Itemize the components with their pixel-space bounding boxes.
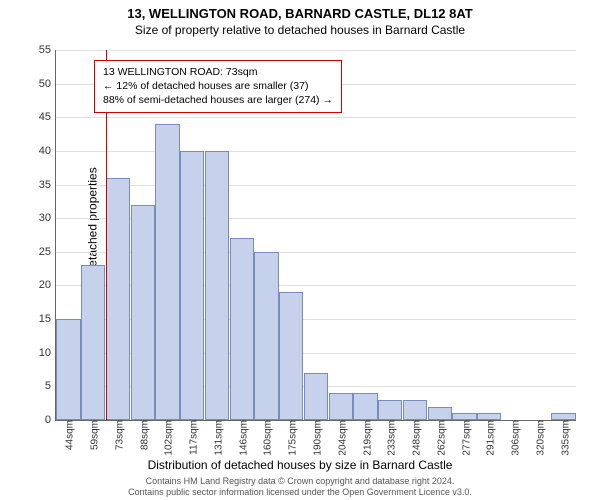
footer-line2: Contains public sector information licen… (0, 487, 600, 498)
xtick-label: 73sqm (110, 420, 125, 450)
xtick-label: 262sqm (432, 420, 447, 456)
marker-info-box: 13 WELLINGTON ROAD: 73sqm ← 12% of detac… (94, 60, 342, 113)
histogram-bar (403, 400, 427, 420)
ytick-label: 40 (39, 145, 56, 157)
ytick-label: 35 (39, 179, 56, 191)
ytick-label: 45 (39, 111, 56, 123)
chart-title-main: 13, WELLINGTON ROAD, BARNARD CASTLE, DL1… (0, 0, 600, 21)
chart-plot-area: 13 WELLINGTON ROAD: 73sqm ← 12% of detac… (55, 50, 576, 421)
footer-attribution: Contains HM Land Registry data © Crown c… (0, 476, 600, 499)
histogram-bar (428, 407, 452, 420)
histogram-bar (155, 124, 179, 420)
histogram-bar (106, 178, 130, 420)
ytick-label: 20 (39, 279, 56, 291)
histogram-bar (279, 292, 303, 420)
histogram-bar (205, 151, 229, 420)
ytick-label: 25 (39, 246, 56, 258)
gridline (56, 151, 576, 152)
xtick-label: 131sqm (209, 420, 224, 456)
histogram-bar (452, 413, 476, 420)
xtick-label: 146sqm (234, 420, 249, 456)
histogram-bar (180, 151, 204, 420)
histogram-bar (56, 319, 80, 420)
xtick-label: 233sqm (383, 420, 398, 456)
histogram-bar (131, 205, 155, 420)
info-box-line3: 88% of semi-detached houses are larger (… (103, 93, 333, 107)
chart-title-sub: Size of property relative to detached ho… (0, 21, 600, 37)
xtick-label: 88sqm (135, 420, 150, 450)
xtick-label: 160sqm (259, 420, 274, 456)
footer-line1: Contains HM Land Registry data © Crown c… (0, 476, 600, 487)
histogram-bar (378, 400, 402, 420)
xtick-label: 44sqm (61, 420, 76, 450)
ytick-label: 5 (45, 380, 56, 392)
histogram-bar (477, 413, 501, 420)
chart-container: 13, WELLINGTON ROAD, BARNARD CASTLE, DL1… (0, 0, 600, 500)
info-box-line2: ← 12% of detached houses are smaller (37… (103, 79, 333, 93)
xtick-label: 277sqm (457, 420, 472, 456)
info-box-line1: 13 WELLINGTON ROAD: 73sqm (103, 65, 333, 79)
xtick-label: 175sqm (284, 420, 299, 456)
xtick-label: 306sqm (507, 420, 522, 456)
histogram-bar (551, 413, 575, 420)
histogram-bar (254, 252, 278, 420)
xtick-label: 248sqm (408, 420, 423, 456)
ytick-label: 50 (39, 78, 56, 90)
xtick-label: 320sqm (531, 420, 546, 456)
histogram-bar (329, 393, 353, 420)
xtick-label: 190sqm (309, 420, 324, 456)
xtick-label: 335sqm (556, 420, 571, 456)
histogram-bar (230, 238, 254, 420)
xtick-label: 102sqm (160, 420, 175, 456)
xtick-label: 291sqm (482, 420, 497, 456)
gridline (56, 185, 576, 186)
histogram-bar (304, 373, 328, 420)
histogram-bar (353, 393, 377, 420)
xtick-label: 59sqm (86, 420, 101, 450)
ytick-label: 55 (39, 44, 56, 56)
histogram-bar (81, 265, 105, 420)
gridline (56, 50, 576, 51)
ytick-label: 0 (45, 414, 56, 426)
gridline (56, 117, 576, 118)
ytick-label: 30 (39, 212, 56, 224)
xtick-label: 204sqm (333, 420, 348, 456)
x-axis-label: Distribution of detached houses by size … (0, 458, 600, 472)
ytick-label: 10 (39, 347, 56, 359)
xtick-label: 117sqm (185, 420, 200, 455)
xtick-label: 219sqm (358, 420, 373, 456)
ytick-label: 15 (39, 313, 56, 325)
